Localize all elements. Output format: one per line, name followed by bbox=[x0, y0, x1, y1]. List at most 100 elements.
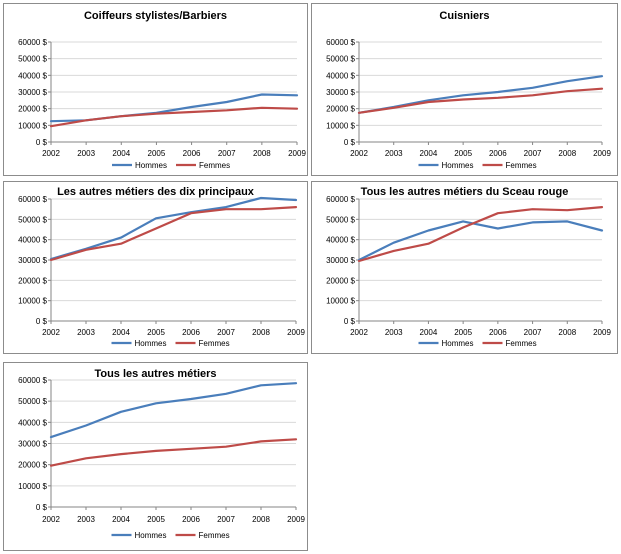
y-tick-label: 50000 $ bbox=[18, 55, 47, 64]
chart-panel-sceau-rouge: Tous les autres métiers du Sceau rouge 0 … bbox=[311, 181, 618, 354]
y-tick-label: 60000 $ bbox=[326, 38, 355, 47]
x-tick-label: 2003 bbox=[77, 515, 95, 524]
x-tick-label: 2004 bbox=[420, 149, 438, 158]
x-tick-label: 2005 bbox=[454, 149, 472, 158]
y-tick-label: 10000 $ bbox=[326, 121, 355, 130]
y-tick-label: 30000 $ bbox=[326, 256, 355, 265]
x-tick-label: 2009 bbox=[593, 328, 611, 337]
x-tick-label: 2007 bbox=[217, 515, 235, 524]
legend-label-hommes: Hommes bbox=[135, 339, 167, 348]
legend-label-hommes: Hommes bbox=[135, 161, 167, 170]
series-line-femmes bbox=[357, 87, 604, 114]
y-tick-label: 10000 $ bbox=[326, 297, 355, 306]
x-tick-label: 2007 bbox=[217, 328, 235, 337]
y-tick-label: 60000 $ bbox=[18, 376, 47, 385]
y-tick-label: 10000 $ bbox=[18, 482, 47, 491]
series-line-hommes bbox=[357, 220, 604, 262]
y-tick-label: 30000 $ bbox=[18, 88, 47, 97]
x-tick-label: 2008 bbox=[558, 328, 576, 337]
chart-title: Tous les autres métiers bbox=[94, 368, 216, 380]
series-line-femmes bbox=[357, 206, 604, 263]
legend-label-hommes: Hommes bbox=[442, 161, 474, 170]
y-tick-label: 0 $ bbox=[36, 317, 48, 326]
y-tick-label: 40000 $ bbox=[18, 418, 47, 427]
x-tick-label: 2004 bbox=[112, 328, 130, 337]
x-tick-label: 2007 bbox=[524, 149, 542, 158]
series-line-femmes bbox=[49, 106, 299, 128]
chart-panel-dix-principaux: Les autres métiers des dix principaux 0 $… bbox=[3, 181, 308, 354]
series-line-hommes bbox=[49, 382, 298, 439]
chart-panel-coiffeurs: Coiffeurs stylistes/Barbiers 0 $ 10000 $ 20… bbox=[3, 3, 308, 176]
y-tick-label: 10000 $ bbox=[18, 297, 47, 306]
x-tick-label: 2009 bbox=[287, 515, 305, 524]
x-tick-label: 2005 bbox=[147, 328, 165, 337]
x-tick-label: 2002 bbox=[350, 149, 368, 158]
legend-label-femmes: Femmes bbox=[506, 339, 537, 348]
x-tick-label: 2009 bbox=[593, 149, 611, 158]
chart-svg-autres-metiers: Tous les autres métiers 0 $ 10000 $ 20000 $… bbox=[18, 368, 305, 540]
y-tick-label: 50000 $ bbox=[326, 215, 355, 224]
x-tick-label: 2003 bbox=[77, 328, 95, 337]
x-tick-label: 2003 bbox=[385, 149, 403, 158]
series-line-femmes bbox=[49, 438, 298, 467]
chart-title: Tous les autres métiers du Sceau rouge bbox=[361, 186, 569, 198]
y-tick-label: 20000 $ bbox=[326, 105, 355, 114]
x-tick-label: 2007 bbox=[218, 149, 236, 158]
chart-title: Cuisniers bbox=[439, 10, 489, 22]
y-tick-label: 20000 $ bbox=[18, 276, 47, 285]
x-tick-label: 2002 bbox=[350, 328, 368, 337]
y-tick-label: 0 $ bbox=[36, 138, 48, 147]
x-tick-label: 2005 bbox=[454, 328, 472, 337]
x-tick-label: 2007 bbox=[524, 328, 542, 337]
x-tick-label: 2008 bbox=[252, 515, 270, 524]
y-tick-label: 60000 $ bbox=[326, 195, 355, 204]
chart-svg-sceau-rouge: Tous les autres métiers du Sceau rouge 0 … bbox=[326, 186, 611, 348]
y-tick-label: 30000 $ bbox=[18, 256, 47, 265]
y-tick-label: 10000 $ bbox=[18, 121, 47, 130]
x-tick-label: 2002 bbox=[42, 328, 60, 337]
chart-title: Les autres métiers des dix principaux bbox=[57, 186, 255, 198]
y-tick-label: 60000 $ bbox=[18, 38, 47, 47]
y-tick-label: 30000 $ bbox=[326, 88, 355, 97]
x-tick-label: 2005 bbox=[147, 515, 165, 524]
chart-svg-cuisniers: Cuisniers 0 $ 10000 $ 20000 $ 30000 $ 40000 $… bbox=[326, 10, 611, 170]
legend-label-femmes: Femmes bbox=[506, 161, 537, 170]
legend-label-femmes: Femmes bbox=[199, 339, 230, 348]
y-tick-label: 20000 $ bbox=[18, 461, 47, 470]
x-tick-label: 2008 bbox=[252, 328, 270, 337]
y-tick-label: 20000 $ bbox=[18, 105, 47, 114]
chart-panel-autres-metiers: Tous les autres métiers 0 $ 10000 $ 20000 $… bbox=[3, 362, 308, 551]
x-tick-label: 2004 bbox=[112, 149, 130, 158]
y-tick-label: 30000 $ bbox=[18, 440, 47, 449]
series-line-hommes bbox=[49, 196, 298, 261]
x-tick-label: 2009 bbox=[288, 149, 306, 158]
x-tick-label: 2006 bbox=[182, 328, 200, 337]
chart-svg-coiffeurs: Coiffeurs stylistes/Barbiers 0 $ 10000 $ 20… bbox=[18, 10, 306, 170]
x-tick-label: 2008 bbox=[558, 149, 576, 158]
x-tick-label: 2006 bbox=[183, 149, 201, 158]
y-tick-label: 20000 $ bbox=[326, 276, 355, 285]
chart-title: Coiffeurs stylistes/Barbiers bbox=[84, 10, 227, 22]
y-tick-label: 0 $ bbox=[36, 503, 48, 512]
legend-label-hommes: Hommes bbox=[135, 531, 167, 540]
x-tick-label: 2003 bbox=[385, 328, 403, 337]
y-tick-label: 40000 $ bbox=[326, 71, 355, 80]
legend-label-hommes: Hommes bbox=[442, 339, 474, 348]
y-tick-label: 40000 $ bbox=[326, 236, 355, 245]
y-tick-label: 40000 $ bbox=[18, 71, 47, 80]
x-tick-label: 2003 bbox=[77, 149, 95, 158]
y-tick-label: 0 $ bbox=[344, 317, 356, 326]
x-tick-label: 2006 bbox=[489, 149, 507, 158]
legend-label-femmes: Femmes bbox=[199, 161, 230, 170]
x-tick-label: 2009 bbox=[287, 328, 305, 337]
x-tick-label: 2004 bbox=[112, 515, 130, 524]
chart-svg-dix-principaux: Les autres métiers des dix principaux 0 $… bbox=[18, 186, 305, 348]
x-tick-label: 2002 bbox=[42, 149, 60, 158]
y-tick-label: 50000 $ bbox=[18, 215, 47, 224]
x-tick-label: 2002 bbox=[42, 515, 60, 524]
chart-panel-cuisniers: Cuisniers 0 $ 10000 $ 20000 $ 30000 $ 40000 $… bbox=[311, 3, 618, 176]
y-tick-label: 40000 $ bbox=[18, 236, 47, 245]
x-tick-label: 2006 bbox=[182, 515, 200, 524]
x-tick-label: 2005 bbox=[148, 149, 166, 158]
y-tick-label: 60000 $ bbox=[18, 195, 47, 204]
